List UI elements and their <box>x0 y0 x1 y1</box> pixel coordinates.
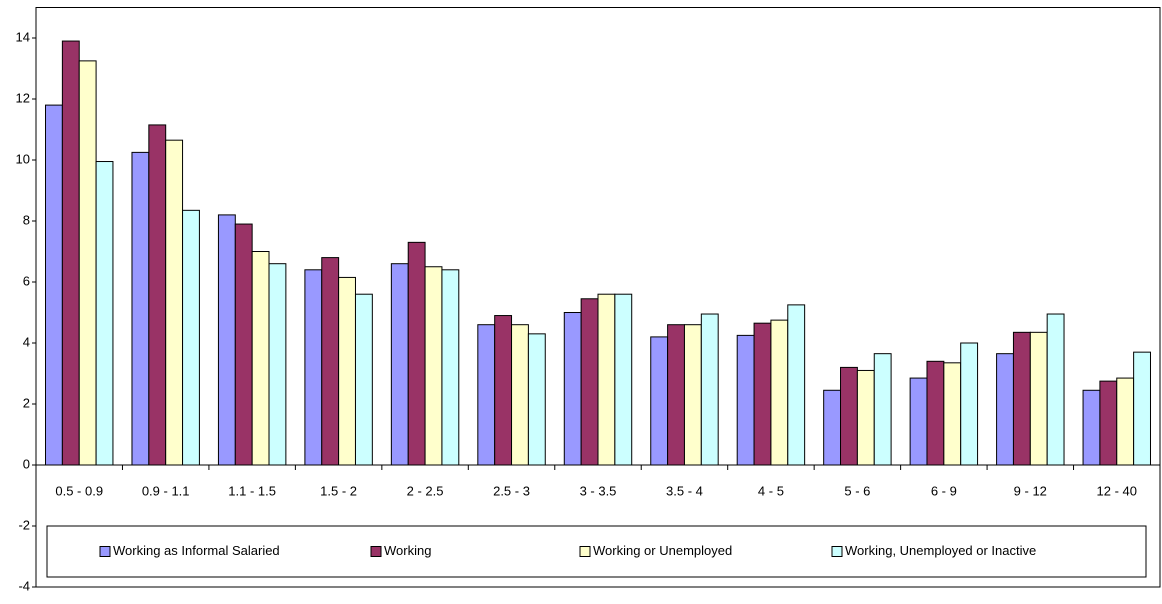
bar <box>563 312 582 466</box>
bar <box>1012 331 1031 466</box>
y-tick-label: -4 <box>18 578 30 593</box>
x-tick-label: 5 - 6 <box>844 483 870 498</box>
bar <box>304 269 323 466</box>
bar <box>943 362 962 466</box>
bar <box>477 324 496 466</box>
x-tick-label: 3.5 - 4 <box>666 483 703 498</box>
x-tick-label: 2 - 2.5 <box>407 483 444 498</box>
legend-label: Working or Unemployed <box>593 543 732 558</box>
bar <box>873 353 892 466</box>
plot-area <box>35 7 1161 588</box>
legend-swatch <box>370 546 382 557</box>
x-tick-label: 0.9 - 1.1 <box>142 483 190 498</box>
bar <box>580 298 599 466</box>
bar <box>1133 351 1151 466</box>
bar <box>597 293 616 466</box>
bar <box>182 209 200 466</box>
bar <box>217 214 236 466</box>
x-tick-label: 6 - 9 <box>931 483 957 498</box>
bar <box>321 257 340 466</box>
bar <box>251 251 270 466</box>
legend-swatch <box>579 546 591 557</box>
x-tick-label: 0.5 - 0.9 <box>55 483 103 498</box>
bar <box>1099 380 1118 466</box>
bar <box>338 276 356 466</box>
bar <box>45 104 63 466</box>
bar <box>787 304 806 466</box>
bar <box>770 319 789 466</box>
bar <box>354 293 373 466</box>
bar <box>1116 377 1135 466</box>
bar <box>650 336 669 466</box>
bar <box>527 333 546 466</box>
bar <box>511 324 529 466</box>
x-tick-label: 9 - 12 <box>1014 483 1047 498</box>
bar <box>1029 331 1048 466</box>
bar <box>165 139 184 466</box>
y-tick-label: 0 <box>23 456 30 471</box>
bar <box>494 315 513 466</box>
legend-label: Working as Informal Salaried <box>113 543 280 558</box>
legend-box <box>46 525 1147 578</box>
bar <box>856 369 875 466</box>
bar <box>78 60 97 466</box>
y-tick-label: -2 <box>18 517 30 532</box>
legend-swatch <box>99 546 111 557</box>
legend-label: Working, Unemployed or Inactive <box>845 543 1036 558</box>
bar <box>823 389 842 466</box>
y-tick-label: 10 <box>16 151 30 166</box>
x-tick-label: 12 - 40 <box>1097 483 1137 498</box>
y-tick-label: 4 <box>23 334 30 349</box>
bar <box>61 40 80 466</box>
bar <box>753 322 772 466</box>
bar <box>390 263 409 466</box>
bar <box>736 334 755 466</box>
y-tick-label: 8 <box>23 212 30 227</box>
y-tick-label: 2 <box>23 395 30 410</box>
bar <box>700 313 719 466</box>
x-tick-label: 4 - 5 <box>758 483 784 498</box>
bar <box>407 241 426 466</box>
y-tick-label: 6 <box>23 273 30 288</box>
x-tick-label: 2.5 - 3 <box>493 483 530 498</box>
x-tick-label: 3 - 3.5 <box>580 483 617 498</box>
bar <box>667 324 685 466</box>
bar <box>441 269 460 466</box>
bar <box>960 342 979 466</box>
y-tick-label: 14 <box>16 29 30 44</box>
bar <box>148 124 167 466</box>
bar <box>926 360 945 466</box>
bar <box>424 266 443 466</box>
y-tick-label: 12 <box>16 90 30 105</box>
bar <box>95 161 114 466</box>
bar <box>1082 389 1101 466</box>
bar <box>909 377 928 466</box>
bar <box>840 366 858 466</box>
bar <box>1046 313 1065 466</box>
bar <box>996 353 1014 466</box>
bar <box>234 223 253 466</box>
x-tick-label: 1.1 - 1.5 <box>228 483 276 498</box>
bar <box>131 151 150 466</box>
legend-label: Working <box>384 543 431 558</box>
x-tick-label: 1.5 - 2 <box>320 483 357 498</box>
bar <box>268 263 287 466</box>
bar <box>614 293 633 466</box>
bar <box>683 324 702 466</box>
legend-swatch <box>831 546 843 557</box>
